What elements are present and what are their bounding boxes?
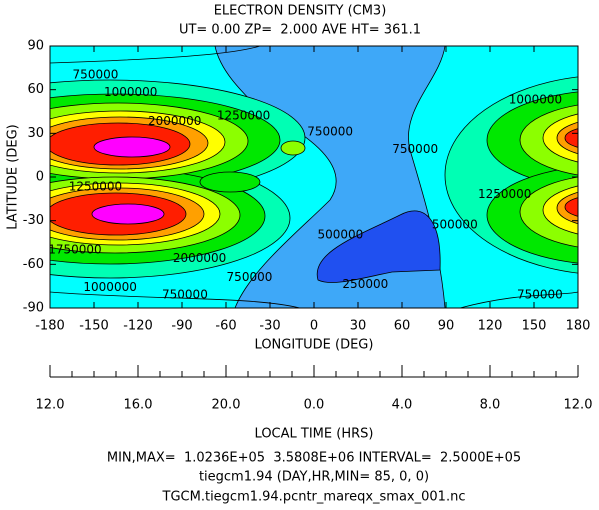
x-axis-label: LONGITUDE (DEG) <box>255 338 374 353</box>
contour-label: 1750000 <box>48 242 101 256</box>
contour-label: 2000000 <box>173 251 226 265</box>
y-tick-label: 30 <box>27 126 44 141</box>
contour-label: 500000 <box>432 218 478 232</box>
contour-label: 1000000 <box>104 85 157 99</box>
x-tick-label: 0 <box>310 319 318 334</box>
footer-line: MIN,MAX= 1.0236E+05 3.5808E+06 INTERVAL=… <box>107 451 521 466</box>
contour-label: 750000 <box>162 287 208 301</box>
contour-fill <box>50 46 578 308</box>
contour-label: 750000 <box>73 68 119 82</box>
local-time-tick-label: 20.0 <box>212 398 241 413</box>
contour-label: 2000000 <box>148 114 201 128</box>
y-tick-label: -60 <box>23 257 44 272</box>
local-time-label: LOCAL TIME (HRS) <box>255 427 374 442</box>
y-axis-label: LATITUDE (DEG) <box>6 124 21 229</box>
x-tick-label: 180 <box>566 319 591 334</box>
contour-label: 1000000 <box>509 92 562 106</box>
x-tick-label: -30 <box>259 319 280 334</box>
x-tick-label: -120 <box>123 319 153 334</box>
x-tick-label: 30 <box>350 319 367 334</box>
x-tick-label: 150 <box>522 319 547 334</box>
x-tick-label: -90 <box>171 319 192 334</box>
local-time-tick-label: 12.0 <box>36 398 65 413</box>
y-tick-label: -30 <box>23 213 44 228</box>
contour-label: 500000 <box>317 228 363 242</box>
contour-label: 1250000 <box>217 108 270 122</box>
y-tick-label: -90 <box>23 301 44 316</box>
x-tick-label: 120 <box>478 319 503 334</box>
y-tick-label: 60 <box>27 82 44 97</box>
contour-label: 1250000 <box>478 187 531 201</box>
local-time-tick-label: 16.0 <box>124 398 153 413</box>
contour-label: 1250000 <box>69 180 122 194</box>
x-tick-label: -60 <box>215 319 236 334</box>
contour-label: 1000000 <box>83 280 136 294</box>
local-time-tick-label: 0.0 <box>304 398 325 413</box>
y-tick-label: 0 <box>36 170 44 185</box>
contour-label: 750000 <box>227 270 273 284</box>
contour-label: 250000 <box>342 277 388 291</box>
footer-line: TGCM.tiegcm1.94.pcntr_mareqx_smax_001.nc <box>162 490 466 505</box>
chart-title: ELECTRON DENSITY (CM3) <box>214 4 387 19</box>
local-time-tick-label: 4.0 <box>392 398 413 413</box>
chart-subtitle: UT= 0.00 ZP= 2.000 AVE HT= 361.1 <box>179 23 421 38</box>
x-tick-label: -150 <box>79 319 109 334</box>
x-tick-label: -180 <box>35 319 65 334</box>
local-time-tick-label: 8.0 <box>480 398 501 413</box>
contour-label: 750000 <box>517 287 563 301</box>
y-tick-label: 90 <box>27 39 44 54</box>
x-tick-label: 90 <box>438 319 455 334</box>
contour-label: 750000 <box>392 142 438 156</box>
footer-line: tiegcm1.94 (DAY,HR,MIN= 85, 0, 0) <box>199 470 429 485</box>
local-time-tick-label: 12.0 <box>564 398 593 413</box>
contour-label: 750000 <box>307 124 353 138</box>
x-tick-label: 60 <box>394 319 411 334</box>
